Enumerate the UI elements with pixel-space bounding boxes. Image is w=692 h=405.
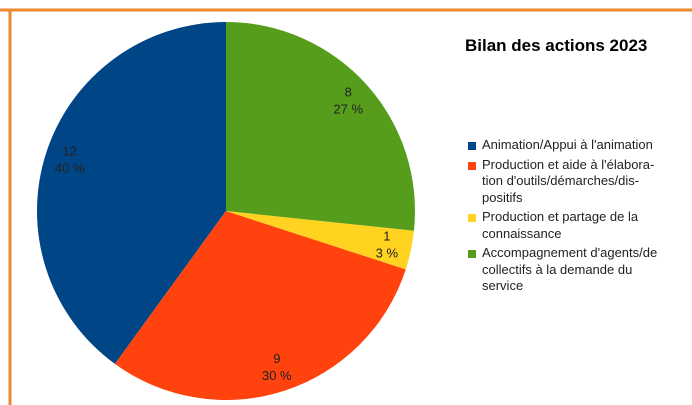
legend: Animation/Appui à l'animation Production … <box>468 137 692 298</box>
percentage-label: 30 % <box>262 368 292 383</box>
legend-swatch <box>468 214 476 222</box>
percentage-label: 40 % <box>55 161 85 176</box>
value-label: 12 <box>62 144 76 159</box>
value-label: 1 <box>383 229 390 244</box>
legend-swatch <box>468 250 476 258</box>
pie-slice <box>226 22 415 231</box>
legend-label: Production et aide à l'élabora- tion d'o… <box>482 156 655 205</box>
legend-item: Animation/Appui à l'animation <box>468 137 692 154</box>
legend-label: Accompagnement d'agents/de collectifs à … <box>482 245 658 293</box>
legend-item: Production et partage de la connaissance <box>468 209 692 242</box>
pie-slice <box>226 211 414 270</box>
legend-label: Production et partage de la connaissance <box>482 209 639 241</box>
pie-slice <box>114 211 406 401</box>
value-label: 9 <box>273 351 280 366</box>
percentage-label: 27 % <box>333 101 363 116</box>
legend-label: Animation/Appui à l'animation <box>482 137 653 152</box>
percentage-label: 3 % <box>376 246 399 261</box>
legend-item: Production et aide à l'élabora- tion d'o… <box>468 157 692 207</box>
chart-title: Bilan des actions 2023 <box>465 36 648 55</box>
value-label: 8 <box>345 84 352 99</box>
pie-slice <box>37 22 226 364</box>
legend-swatch <box>468 161 476 170</box>
legend-item: Accompagnement d'agents/de collectifs à … <box>468 245 692 295</box>
legend-swatch <box>468 142 476 150</box>
